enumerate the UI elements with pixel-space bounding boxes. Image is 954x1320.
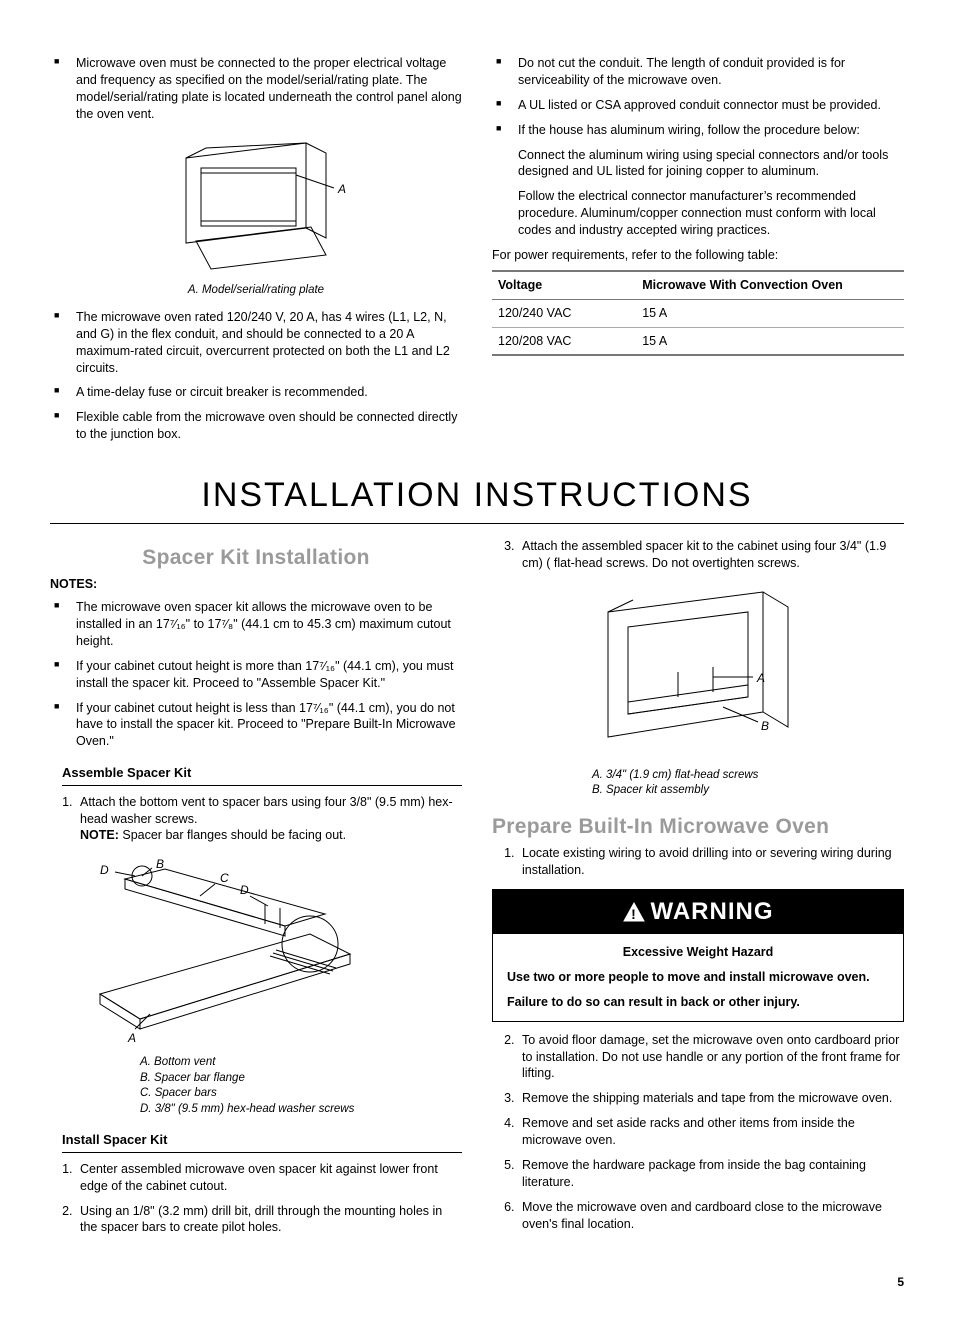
list-item: To avoid floor damage, set the microwave… — [518, 1032, 904, 1083]
list-item: Flexible cable from the microwave oven s… — [50, 409, 462, 443]
notes-list: The microwave oven spacer kit allows the… — [50, 599, 462, 750]
install-steps: Center assembled microwave oven spacer k… — [50, 1161, 462, 1237]
list-item: A time-delay fuse or circuit breaker is … — [50, 384, 462, 401]
note-text: Spacer bar flanges should be facing out. — [119, 828, 346, 842]
prepare-title: Prepare Built-In Microwave Oven — [492, 813, 904, 841]
cabinet-diagram-svg: A B — [583, 582, 813, 757]
table-row: 120/208 VAC 15 A — [492, 327, 904, 355]
list-item: A UL listed or CSA approved conduit conn… — [492, 97, 904, 114]
oven-diagram-svg: A — [156, 133, 356, 273]
figure-caption: A. Model/serial/rating plate — [50, 283, 462, 299]
assemble-steps: Attach the bottom vent to spacer bars us… — [50, 794, 462, 845]
install-title: Install Spacer Kit — [62, 1131, 462, 1153]
spacer-diagram-svg: D B C D A — [80, 854, 420, 1044]
table-header: Microwave With Convection Oven — [636, 271, 904, 299]
list-item: Microwave oven must be connected to the … — [50, 55, 462, 123]
power-table: Voltage Microwave With Convection Oven 1… — [492, 270, 904, 357]
figure-spacer-assembly: D B C D A — [50, 854, 462, 1049]
sub-paragraph: Connect the aluminum wiring using specia… — [492, 147, 904, 181]
list-item: Using an 1/8" (3.2 mm) drill bit, drill … — [76, 1203, 462, 1237]
figure2-caption: A. Bottom vent B. Spacer bar flange C. S… — [140, 1055, 462, 1117]
prepare-steps-1: Locate existing wiring to avoid drilling… — [492, 845, 904, 879]
warning-header: ! WARNING — [493, 890, 903, 934]
caption-line: B. Spacer bar flange — [140, 1071, 462, 1087]
table-header: Voltage — [492, 271, 636, 299]
top-left-bullets: Microwave oven must be connected to the … — [50, 55, 462, 123]
figure-oven: A — [50, 133, 462, 278]
lower-right-col: Attach the assembled spacer kit to the c… — [492, 538, 904, 1244]
caption-line: D. 3/8" (9.5 mm) hex-head washer screws — [140, 1102, 462, 1118]
caption-line: C. Spacer bars — [140, 1086, 462, 1102]
caption-line: B. Spacer kit assembly — [592, 783, 904, 799]
list-item: Center assembled microwave oven spacer k… — [76, 1161, 462, 1195]
power-intro: For power requirements, refer to the fol… — [492, 247, 904, 264]
list-item: Attach the bottom vent to spacer bars us… — [76, 794, 462, 845]
list-item: Remove and set aside racks and other ite… — [518, 1115, 904, 1149]
table-header-row: Voltage Microwave With Convection Oven — [492, 271, 904, 299]
spacer-kit-title: Spacer Kit Installation — [50, 544, 462, 572]
top-left-col: Microwave oven must be connected to the … — [50, 55, 462, 451]
list-item: Remove the hardware package from inside … — [518, 1157, 904, 1191]
table-cell: 120/240 VAC — [492, 299, 636, 327]
list-item: Do not cut the conduit. The length of co… — [492, 55, 904, 89]
caption-line: A. Bottom vent — [140, 1055, 462, 1071]
figure-cabinet: A B — [492, 582, 904, 762]
figure-label-C: C — [220, 871, 229, 885]
main-title: INSTALLATION INSTRUCTIONS — [50, 473, 904, 524]
prepare-steps-2: To avoid floor damage, set the microwave… — [492, 1032, 904, 1233]
warning-body-2: Failure to do so can result in back or o… — [507, 995, 800, 1009]
figure-label-B: B — [761, 719, 769, 733]
top-left-bullets-2: The microwave oven rated 120/240 V, 20 A… — [50, 309, 462, 443]
list-item: If your cabinet cutout height is more th… — [50, 658, 462, 692]
list-item: Attach the assembled spacer kit to the c… — [518, 538, 904, 572]
notes-label: NOTES: — [50, 576, 462, 593]
hazard-text: Excessive Weight Hazard — [623, 945, 774, 959]
list-item: Remove the shipping materials and tape f… — [518, 1090, 904, 1107]
step-text: Attach the bottom vent to spacer bars us… — [80, 795, 453, 826]
table-cell: 15 A — [636, 299, 904, 327]
page-number: 5 — [50, 1274, 904, 1290]
warning-body: Excessive Weight Hazard Use two or more … — [493, 934, 903, 1021]
figure-label-B: B — [156, 857, 164, 871]
install-steps-cont: Attach the assembled spacer kit to the c… — [492, 538, 904, 572]
list-item: If the house has aluminum wiring, follow… — [492, 122, 904, 139]
figure3-caption: A. 3/4" (1.9 cm) flat-head screws B. Spa… — [592, 768, 904, 799]
list-item: The microwave oven spacer kit allows the… — [50, 599, 462, 650]
sub-paragraph: Follow the electrical connector manufact… — [492, 188, 904, 239]
warning-icon: ! — [623, 902, 645, 922]
list-item: Move the microwave oven and cardboard cl… — [518, 1199, 904, 1233]
list-item: The microwave oven rated 120/240 V, 20 A… — [50, 309, 462, 377]
assemble-title: Assemble Spacer Kit — [62, 764, 462, 786]
note-label: NOTE: — [80, 828, 119, 842]
table-cell: 120/208 VAC — [492, 327, 636, 355]
figure-label-A: A — [127, 1031, 136, 1044]
table-cell: 15 A — [636, 327, 904, 355]
warning-title-text: WARNING — [651, 898, 774, 925]
top-right-col: Do not cut the conduit. The length of co… — [492, 55, 904, 451]
table-row: 120/240 VAC 15 A — [492, 299, 904, 327]
figure-label-A: A — [756, 671, 765, 685]
list-item: Locate existing wiring to avoid drilling… — [518, 845, 904, 879]
figure-label-A: A — [337, 182, 346, 196]
figure-label-D: D — [100, 863, 109, 877]
top-right-bullets: Do not cut the conduit. The length of co… — [492, 55, 904, 139]
svg-text:!: ! — [631, 906, 637, 922]
top-section: Microwave oven must be connected to the … — [50, 55, 904, 451]
list-item: If your cabinet cutout height is less th… — [50, 700, 462, 751]
lower-left-col: Spacer Kit Installation NOTES: The micro… — [50, 538, 462, 1244]
warning-box: ! WARNING Excessive Weight Hazard Use tw… — [492, 889, 904, 1022]
figure-label-D2: D — [240, 883, 249, 897]
warning-body-1: Use two or more people to move and insta… — [507, 970, 870, 984]
lower-section: Spacer Kit Installation NOTES: The micro… — [50, 538, 904, 1244]
caption-line: A. 3/4" (1.9 cm) flat-head screws — [592, 768, 904, 784]
